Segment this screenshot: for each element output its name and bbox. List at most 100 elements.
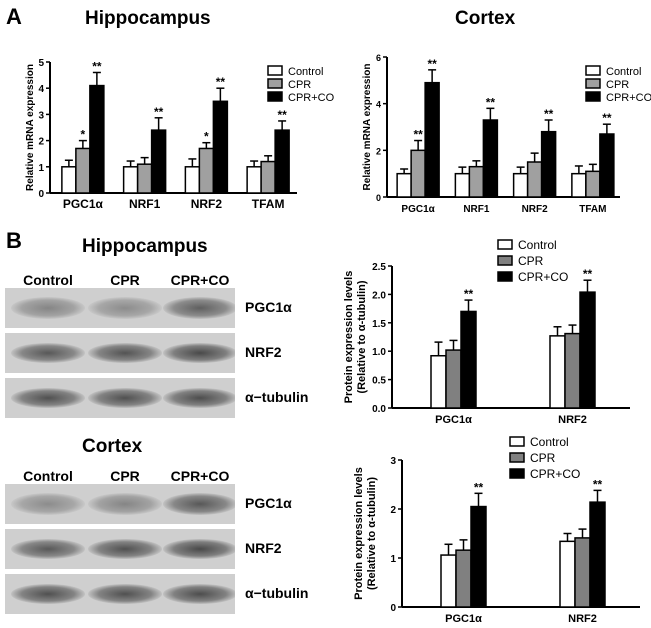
legend-label: CPR — [288, 79, 311, 91]
y-tick-label: 1 — [38, 163, 44, 174]
hippocampus-band — [88, 388, 162, 408]
legend-label: Control — [288, 66, 323, 78]
cortex-lane-label: CPR+CO — [170, 468, 230, 484]
legend-label: CPR+CO — [518, 270, 568, 284]
x-tick-label: NRF2 — [522, 204, 549, 215]
x-tick-label: TFAM — [252, 197, 285, 211]
y-axis-label: Protein expression levels — [353, 467, 365, 600]
hippocampus-band — [163, 297, 235, 319]
significance-marker: ** — [544, 107, 554, 121]
y-tick-label: 0 — [376, 193, 381, 203]
bar-cpr-co — [599, 133, 615, 198]
y-axis-label: Relative mRNA expression — [362, 64, 373, 191]
cortex-row-label: α−tubulin — [245, 585, 309, 601]
significance-marker: ** — [486, 95, 496, 109]
bar-cpr-co — [89, 84, 105, 194]
x-tick-label: NRF2 — [568, 613, 597, 625]
cortex-blot-strip — [5, 574, 235, 614]
significance-marker: * — [81, 128, 86, 142]
hippocampus-band — [11, 343, 85, 363]
bar-cpr-co — [482, 119, 499, 198]
cortex-band — [163, 539, 235, 559]
legend-swatch — [267, 78, 283, 89]
x-tick-label: NRF1 — [463, 204, 490, 215]
legend-label: CPR+CO — [530, 467, 580, 481]
hippocampus-band — [88, 297, 162, 319]
significance-marker: ** — [583, 267, 593, 281]
x-tick-label: PGC1α — [445, 613, 482, 625]
significance-marker: ** — [593, 477, 603, 491]
x-tick-label: NRF1 — [129, 197, 161, 211]
cortex-row-label: NRF2 — [245, 540, 282, 556]
bar-cpr-co — [150, 129, 167, 194]
x-tick-label: PGC1α — [401, 204, 435, 215]
legend-label: CPR — [530, 451, 556, 465]
legend-swatch — [267, 91, 283, 102]
bar-control — [440, 554, 457, 608]
cortex-band — [88, 493, 162, 515]
hippocampus-lane-label: CPR+CO — [170, 272, 230, 288]
legend-swatch — [585, 65, 601, 76]
hippocampus-band — [11, 297, 85, 319]
y-axis-label-secondary: (Relative to α-tubulin) — [366, 477, 378, 590]
bar-cpr-co — [274, 129, 290, 194]
cortex-band — [11, 584, 85, 604]
y-tick-label: 2 — [38, 137, 44, 148]
legend-swatch — [509, 436, 525, 447]
hippocampus-lane-label: CPR — [110, 272, 140, 288]
y-tick-label: 1.0 — [372, 347, 386, 358]
cortex-blot-strip — [5, 529, 235, 569]
x-tick-label: NRF2 — [191, 197, 223, 211]
y-tick-label: 0 — [38, 189, 44, 200]
cortex-lane-label: Control — [23, 468, 73, 484]
hippocampus-lane-label: Control — [23, 272, 73, 288]
x-tick-label: TFAM — [579, 204, 606, 215]
significance-marker: ** — [216, 75, 226, 89]
hippocampus-blot-strip — [5, 378, 235, 418]
y-axis-label: Relative mRNA expression — [25, 64, 36, 191]
blot-title-hippocampus: Hippocampus — [82, 236, 208, 257]
hippocampus-band — [163, 343, 235, 363]
bar-cpr-co — [540, 130, 557, 198]
y-tick-label: 1 — [390, 554, 396, 565]
significance-marker: ** — [413, 128, 423, 142]
significance-marker: ** — [427, 57, 437, 71]
legend-label: Control — [518, 238, 557, 252]
y-tick-label: 2 — [376, 146, 381, 156]
hippocampus-row-label: NRF2 — [245, 344, 282, 360]
hippocampus-band — [163, 388, 235, 408]
x-tick-label: PGC1α — [63, 197, 104, 211]
bar-cpr-co — [460, 310, 477, 409]
bar-cpr-co — [424, 81, 440, 198]
panel-letter-a: A — [6, 4, 22, 29]
legend-swatch — [509, 468, 525, 479]
bar-cpr-co — [579, 291, 596, 409]
y-tick-label: 2 — [390, 505, 396, 516]
legend-swatch — [267, 65, 283, 76]
legend-swatch — [497, 255, 513, 266]
legend-swatch — [497, 271, 513, 282]
chart-title-cortex-mrna: Cortex — [455, 8, 516, 29]
cortex-band — [163, 584, 235, 604]
legend-label: CPR+CO — [606, 92, 651, 104]
legend-swatch — [509, 452, 525, 463]
cortex-row-label: PGC1α — [245, 495, 292, 511]
legend-label: CPR — [518, 254, 544, 268]
y-tick-label: 3 — [390, 456, 396, 467]
cortex-blot-strip — [5, 484, 235, 524]
y-axis-label-secondary: (Relative to α-tubulin) — [356, 280, 368, 393]
significance-marker: ** — [464, 287, 474, 301]
cortex-band — [88, 584, 162, 604]
bar-cpr-co — [212, 100, 229, 194]
bar-cpr-co — [589, 501, 606, 608]
hippocampus-band — [88, 343, 162, 363]
legend-swatch — [585, 91, 601, 102]
y-tick-label: 1.5 — [372, 319, 386, 330]
y-tick-label: 3 — [38, 110, 44, 121]
significance-marker: * — [204, 130, 209, 144]
